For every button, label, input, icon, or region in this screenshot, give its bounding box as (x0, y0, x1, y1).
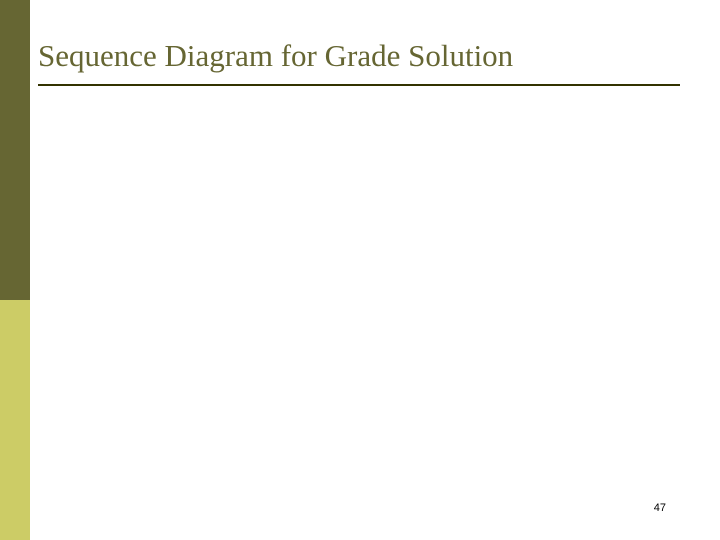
title-area: Sequence Diagram for Grade Solution (38, 38, 680, 86)
left-sidebar (0, 0, 30, 540)
page-number: 47 (654, 502, 666, 514)
title-underline (38, 84, 680, 86)
sidebar-top-block (0, 0, 30, 300)
sidebar-bottom-block (0, 300, 30, 540)
slide-title: Sequence Diagram for Grade Solution (38, 38, 680, 74)
